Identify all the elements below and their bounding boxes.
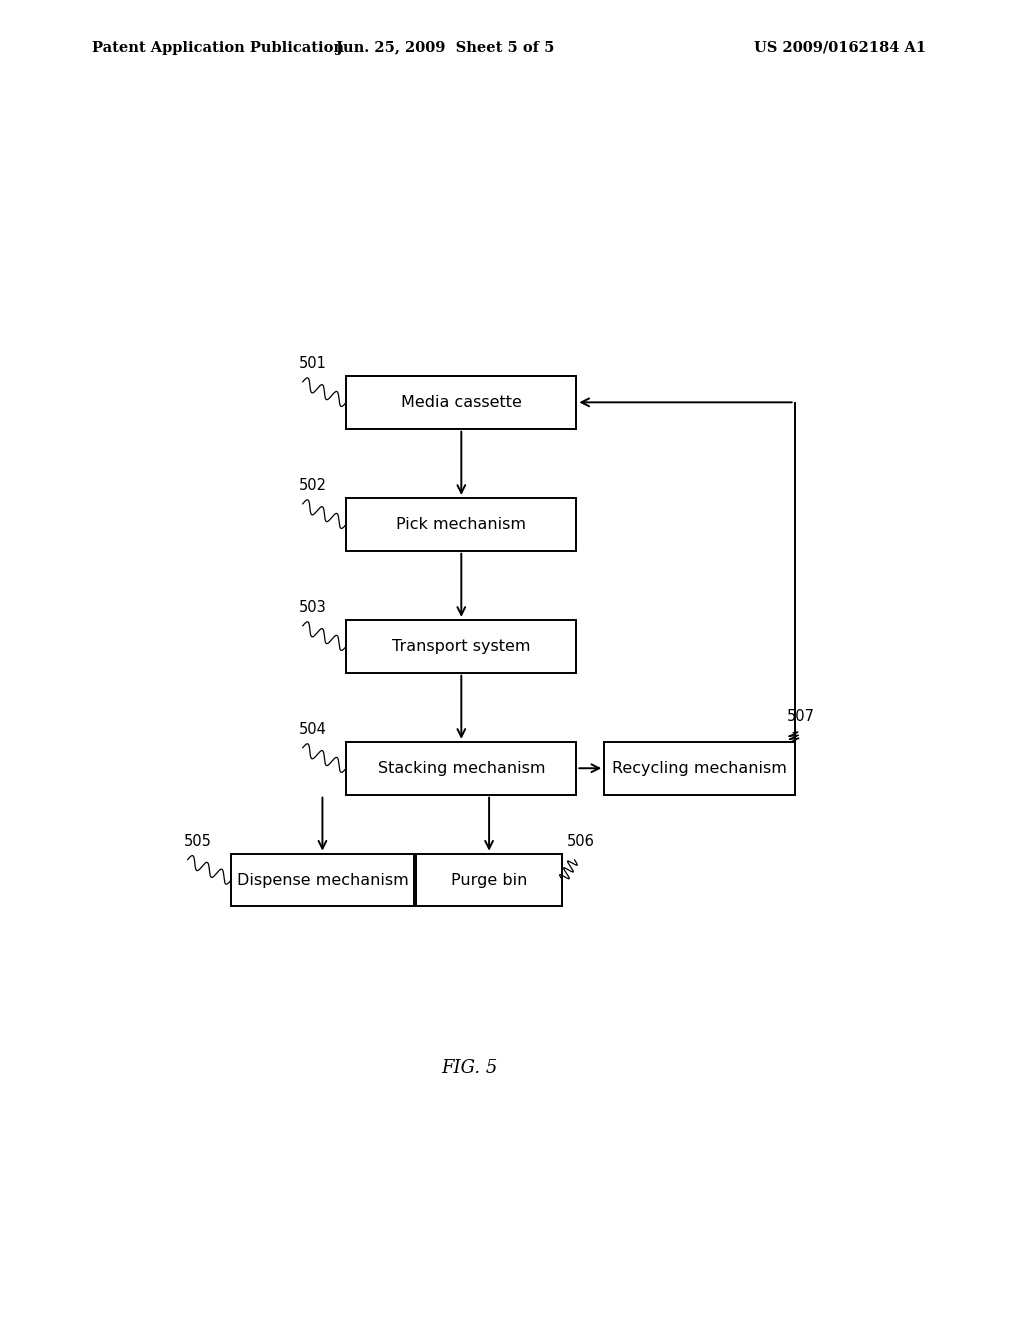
Bar bbox=[346, 376, 577, 429]
Text: 502: 502 bbox=[299, 478, 327, 494]
Bar bbox=[346, 498, 577, 550]
Text: 504: 504 bbox=[299, 722, 327, 737]
Bar bbox=[231, 854, 414, 907]
Text: 507: 507 bbox=[786, 709, 815, 723]
Bar bbox=[346, 742, 577, 795]
Text: Recycling mechanism: Recycling mechanism bbox=[612, 760, 786, 776]
Text: Media cassette: Media cassette bbox=[400, 395, 522, 409]
Bar bbox=[346, 620, 577, 673]
Text: Pick mechanism: Pick mechanism bbox=[396, 517, 526, 532]
Bar bbox=[604, 742, 795, 795]
Text: Purge bin: Purge bin bbox=[451, 873, 527, 887]
Text: 503: 503 bbox=[299, 601, 327, 615]
Text: Jun. 25, 2009  Sheet 5 of 5: Jun. 25, 2009 Sheet 5 of 5 bbox=[336, 41, 555, 54]
Text: Stacking mechanism: Stacking mechanism bbox=[378, 760, 545, 776]
Text: Transport system: Transport system bbox=[392, 639, 530, 653]
Text: Dispense mechanism: Dispense mechanism bbox=[237, 873, 409, 887]
Text: US 2009/0162184 A1: US 2009/0162184 A1 bbox=[754, 41, 926, 54]
Text: 506: 506 bbox=[566, 834, 594, 849]
Text: 505: 505 bbox=[183, 834, 211, 849]
Bar bbox=[416, 854, 562, 907]
Text: Patent Application Publication: Patent Application Publication bbox=[92, 41, 344, 54]
Text: 501: 501 bbox=[299, 356, 327, 371]
Text: FIG. 5: FIG. 5 bbox=[441, 1059, 498, 1077]
